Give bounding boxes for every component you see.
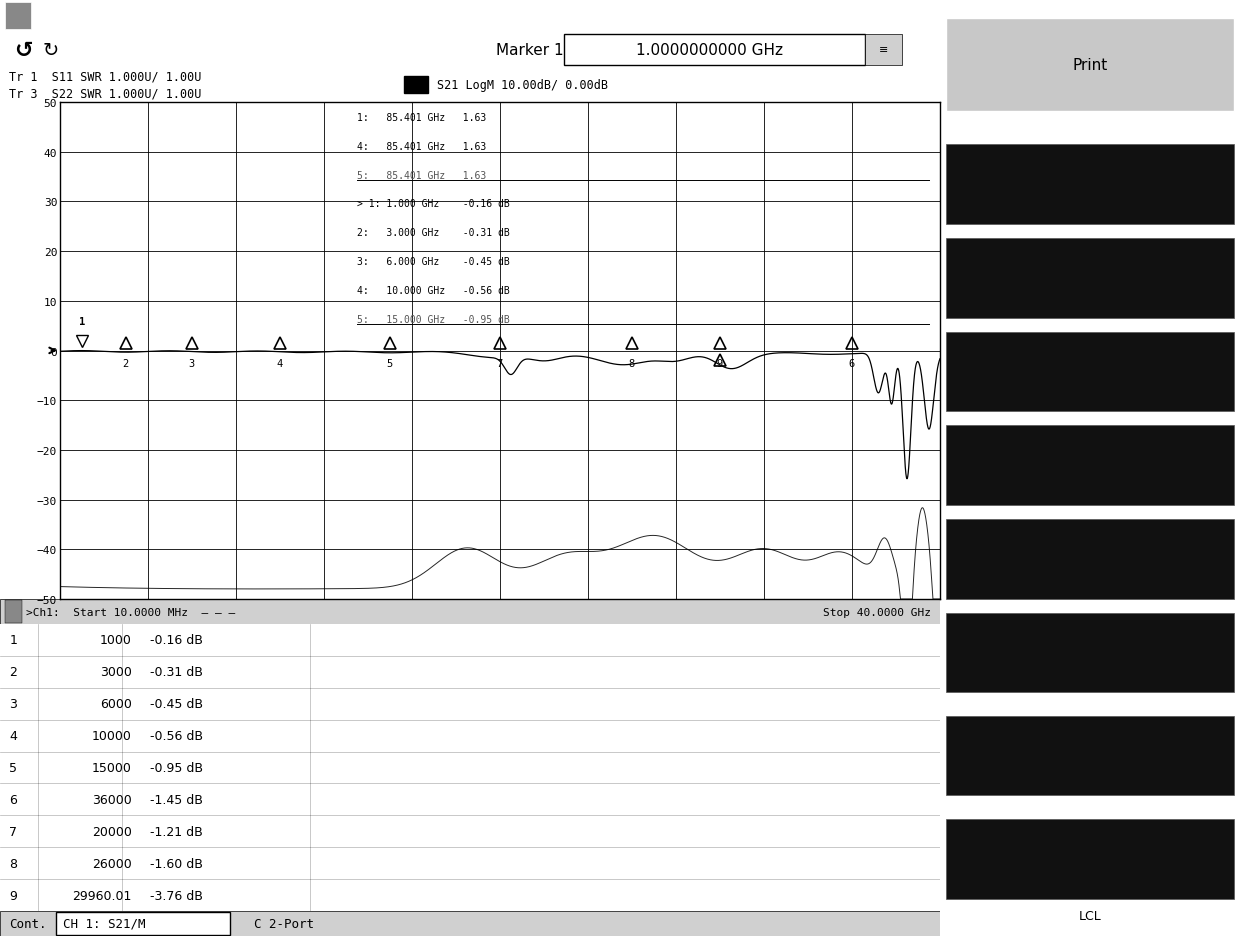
FancyBboxPatch shape (946, 332, 1234, 412)
Text: ↺: ↺ (14, 40, 32, 61)
FancyBboxPatch shape (946, 145, 1234, 225)
FancyBboxPatch shape (946, 819, 1234, 899)
Text: 8: 8 (10, 856, 17, 870)
Text: 1: 1 (78, 316, 84, 327)
FancyBboxPatch shape (946, 239, 1234, 318)
Text: Response: Response (320, 606, 387, 619)
FancyBboxPatch shape (864, 35, 903, 66)
Text: ↻: ↻ (42, 41, 58, 60)
Text: 7: 7 (10, 825, 17, 838)
Text: ≡: ≡ (879, 46, 888, 55)
Text: _  |e|  X: _ |e| X (868, 8, 926, 24)
Text: 1000: 1000 (99, 634, 131, 647)
FancyBboxPatch shape (946, 716, 1234, 796)
Text: 4: 4 (10, 729, 17, 742)
Text: -0.95 dB: -0.95 dB (150, 761, 203, 774)
Text: 2: 2 (123, 358, 129, 369)
Text: 3: 3 (188, 358, 195, 369)
Text: -1.45 dB: -1.45 dB (150, 793, 203, 806)
Text: 6000: 6000 (99, 697, 131, 710)
Bar (5, 601, 21, 623)
Text: LCL: LCL (1079, 909, 1101, 922)
Text: 29960.01: 29960.01 (72, 888, 131, 901)
Text: Tr 1  S11 SWR 1.000U/ 1.00U: Tr 1 S11 SWR 1.000U/ 1.00U (10, 70, 202, 83)
Text: 36000: 36000 (92, 793, 131, 806)
Text: Marker 1: Marker 1 (496, 43, 564, 58)
Text: 6: 6 (849, 358, 856, 369)
Text: CH 1: S21/M: CH 1: S21/M (63, 917, 145, 930)
Text: -1.21 dB: -1.21 dB (150, 825, 203, 838)
Text: Print: Print (1073, 58, 1107, 73)
Text: #: # (10, 606, 20, 619)
Text: 20000: 20000 (92, 825, 131, 838)
FancyBboxPatch shape (56, 913, 231, 935)
FancyBboxPatch shape (946, 19, 1234, 112)
Text: 5: 5 (387, 358, 393, 369)
Text: 9: 9 (717, 358, 723, 369)
Text: 3000: 3000 (99, 665, 131, 679)
Text: 2: 2 (10, 665, 17, 679)
Text: C 2-Port: C 2-Port (254, 917, 314, 930)
Text: 4: 4 (277, 358, 283, 369)
Text: -0.31 dB: -0.31 dB (150, 665, 203, 679)
Text: 5:   15.000 GHz   -0.95 dB: 5: 15.000 GHz -0.95 dB (357, 314, 510, 325)
Text: File   Trace/Chan   Response   Marker/Analysis   Stimulus   Utility   Help: File Trace/Chan Response Marker/Analysis… (37, 9, 645, 24)
FancyBboxPatch shape (5, 4, 31, 30)
Text: 5:   85.401 GHz   1.63: 5: 85.401 GHz 1.63 (357, 170, 486, 181)
Text: 3:   6.000 GHz    -0.45 dB: 3: 6.000 GHz -0.45 dB (357, 256, 510, 267)
Text: > 1: 1.000 GHz    -0.16 dB: > 1: 1.000 GHz -0.16 dB (357, 199, 510, 209)
Text: 4:   85.401 GHz   1.63: 4: 85.401 GHz 1.63 (357, 141, 486, 152)
FancyBboxPatch shape (0, 599, 940, 624)
Text: -0.45 dB: -0.45 dB (150, 697, 203, 710)
Text: -0.56 dB: -0.56 dB (150, 729, 203, 742)
Text: 4:   10.000 GHz   -0.56 dB: 4: 10.000 GHz -0.56 dB (357, 285, 510, 296)
Text: 5: 5 (10, 761, 17, 774)
FancyBboxPatch shape (564, 35, 864, 66)
FancyBboxPatch shape (946, 426, 1234, 505)
Text: Cont.: Cont. (10, 917, 47, 930)
Text: 15000: 15000 (92, 761, 131, 774)
Text: 10000: 10000 (92, 729, 131, 742)
FancyBboxPatch shape (0, 911, 940, 936)
Text: 1:   85.401 GHz   1.63: 1: 85.401 GHz 1.63 (357, 113, 486, 123)
Text: 3: 3 (10, 697, 17, 710)
Bar (404, 77, 428, 95)
Text: Tr 3  S22 SWR 1.000U/ 1.00U: Tr 3 S22 SWR 1.000U/ 1.00U (10, 88, 202, 101)
Text: 2:   3.000 GHz    -0.31 dB: 2: 3.000 GHz -0.31 dB (357, 228, 510, 238)
Text: 8: 8 (629, 358, 635, 369)
FancyBboxPatch shape (946, 519, 1234, 599)
Text: 1: 1 (10, 634, 17, 647)
Text: 1.0000000000 GHz: 1.0000000000 GHz (636, 43, 784, 58)
Text: -1.60 dB: -1.60 dB (150, 856, 203, 870)
Text: 7: 7 (497, 358, 503, 369)
Text: S21 LogM 10.00dB/ 0.00dB: S21 LogM 10.00dB/ 0.00dB (438, 79, 608, 92)
Text: >Ch1:  Start 10.0000 MHz  — — —: >Ch1: Start 10.0000 MHz — — — (26, 607, 236, 617)
FancyBboxPatch shape (946, 613, 1234, 693)
Text: 26000: 26000 (92, 856, 131, 870)
Text: R...: R... (47, 606, 71, 619)
Text: 9: 9 (10, 888, 17, 901)
Text: Stop 40.0000 GHz: Stop 40.0000 GHz (822, 607, 930, 617)
Text: -3.76 dB: -3.76 dB (150, 888, 203, 901)
Text: -0.16 dB: -0.16 dB (150, 634, 203, 647)
Text: 6: 6 (10, 793, 17, 806)
Text: Frequency ...: Frequency ... (131, 606, 223, 619)
